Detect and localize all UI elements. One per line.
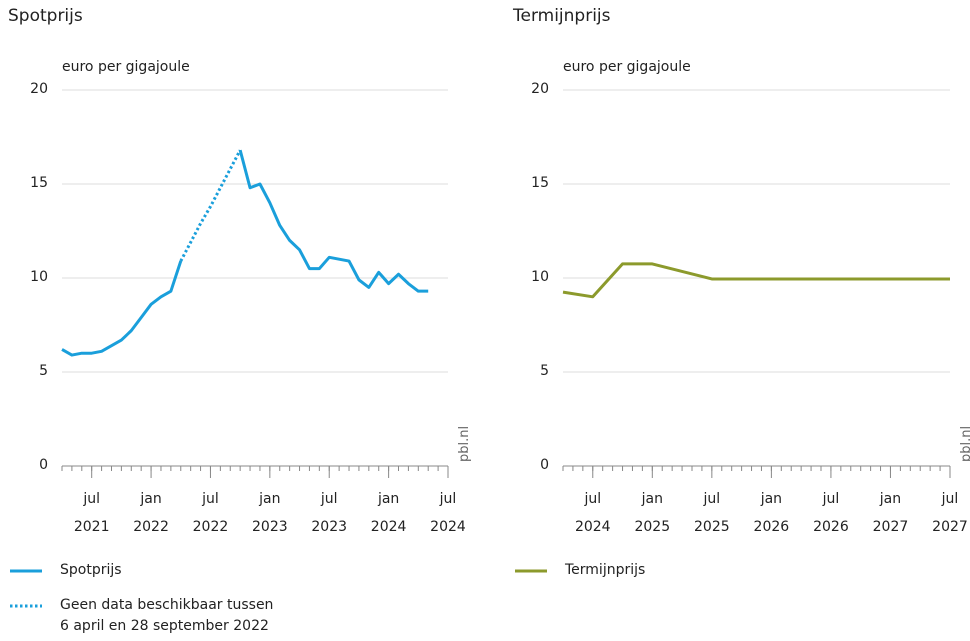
x-tick-label: jul 2027: [932, 491, 968, 535]
y-tick-label: 0: [540, 457, 549, 473]
y-tick-label: 10: [531, 269, 549, 285]
x-tick-label: jul 2021: [73, 491, 110, 535]
x-tick-label: jul 2025: [694, 491, 730, 535]
source: pbl.nl: [457, 425, 472, 462]
y-tick-label: 20: [30, 81, 48, 97]
x-tick-label: jan 2027: [872, 491, 909, 535]
x-tick-label: jan 2022: [133, 491, 169, 535]
legend-label: Geen data beschikbaar tussen 6 april en …: [60, 597, 274, 634]
source: pbl.nl: [959, 425, 970, 462]
y-tick-label: 15: [531, 175, 549, 191]
x-tick-label: jul 2026: [813, 491, 849, 535]
y-tick-label: 5: [540, 363, 549, 379]
x-tick-label: jul 2024: [574, 491, 611, 535]
x-tick-label: jan 2025: [634, 491, 671, 535]
x-tick-label: jan 2024: [370, 491, 407, 535]
data-line: [179, 149, 242, 262]
y-tick-label: 10: [30, 269, 48, 285]
data-line: [562, 262, 950, 299]
x-tick-label: jul 2022: [192, 491, 229, 535]
legend-label: Termijnprijs: [565, 562, 646, 578]
chart-title: Termijnprijs: [513, 6, 611, 26]
y-axis-label: euro per gigajoule: [563, 59, 691, 75]
chart-title: Spotprijs: [8, 6, 83, 26]
y-tick-label: 5: [39, 363, 48, 379]
x-tick-label: jan 2026: [753, 491, 790, 535]
y-axis-label: euro per gigajoule: [62, 59, 190, 75]
x-tick-label: jul 2023: [311, 491, 348, 535]
y-tick-label: 0: [39, 457, 48, 473]
y-tick-label: 20: [531, 81, 549, 97]
x-tick-label: jan 2023: [252, 491, 288, 535]
legend-label: Spotprijs: [60, 562, 122, 578]
x-tick-label: jul 2024: [430, 491, 466, 535]
y-tick-label: 15: [30, 175, 48, 191]
data-line: [61, 149, 429, 357]
